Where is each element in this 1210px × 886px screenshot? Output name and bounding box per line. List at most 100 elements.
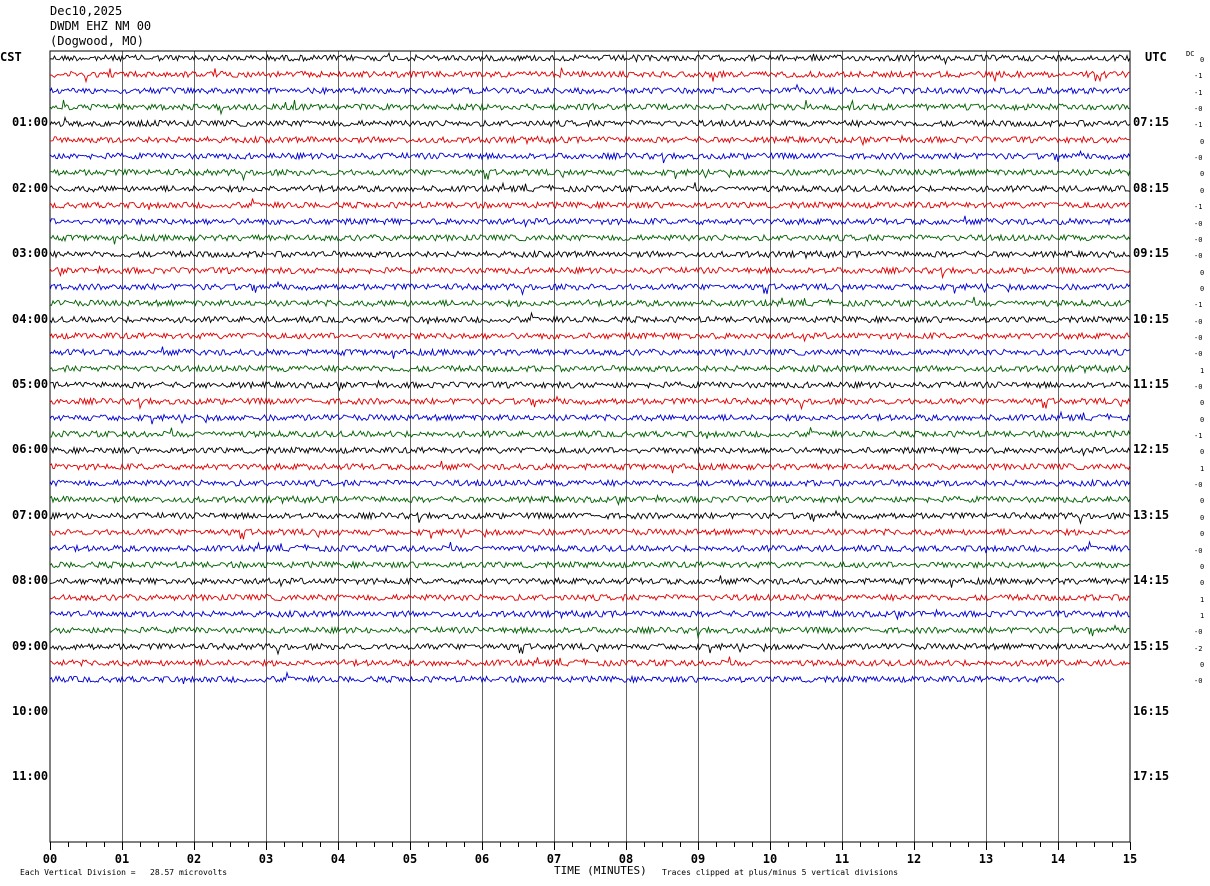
- dc-offset-value: -0: [1194, 546, 1203, 555]
- seismic-trace: [49, 280, 1131, 296]
- x-tick-label: 04: [331, 852, 345, 866]
- plot-date: Dec10,2025: [50, 4, 123, 18]
- seismic-trace: [49, 379, 1131, 392]
- seismic-trace: [49, 115, 1131, 128]
- dc-offset-value: -1: [1194, 432, 1203, 441]
- dc-offset-value: -0: [1194, 383, 1203, 391]
- dc-offset-value: 0: [1200, 415, 1205, 424]
- right-time-label: 16:15: [1133, 704, 1170, 718]
- dc-offset-value: 0: [1200, 497, 1205, 506]
- seismic-trace: [49, 593, 1131, 603]
- dc-offset-value: -2: [1194, 644, 1203, 653]
- seismic-trace: [49, 478, 1131, 488]
- dc-offset-value: -1: [1194, 88, 1203, 97]
- left-time-label: 09:00: [12, 638, 49, 653]
- dc-offset-value: -1: [1194, 301, 1203, 310]
- dc-offset-value: 0: [1200, 530, 1205, 539]
- seismic-trace: [49, 249, 1131, 260]
- seismic-trace: [49, 149, 1131, 164]
- seismic-trace: [49, 527, 1131, 540]
- plot-frame: [49, 50, 1131, 843]
- dc-offset-value: -0: [1194, 481, 1203, 490]
- dc-offset-value: -0: [1194, 105, 1203, 114]
- seismic-trace: [49, 51, 1131, 66]
- dc-offset-value: -0: [1194, 350, 1203, 359]
- left-time-label: 04:00: [12, 311, 49, 326]
- left-time-label: 08:00: [12, 573, 49, 588]
- dc-offset-value: 0: [1200, 399, 1205, 408]
- left-timezone-label: CST: [0, 50, 22, 64]
- vertical-division-note: Each Vertical Division = 28.57 microvolt…: [20, 868, 228, 877]
- right-time-label: 12:15: [1133, 442, 1170, 457]
- seismic-trace: [49, 83, 1131, 96]
- seismic-trace: [49, 98, 1131, 116]
- right-time-label: 15:15: [1133, 638, 1170, 653]
- dc-offset-value: -0: [1194, 154, 1203, 163]
- x-tick-label: 03: [259, 852, 273, 866]
- x-tick-label: 12: [907, 852, 921, 866]
- seismic-trace: [49, 311, 1131, 325]
- seismic-trace: [49, 346, 1131, 359]
- dc-offset-value: -1: [1194, 121, 1203, 130]
- x-tick-label: 14: [1051, 852, 1065, 866]
- right-time-label: 17:15: [1133, 769, 1170, 784]
- right-time-label: 07:15: [1133, 115, 1170, 130]
- left-time-label: 05:00: [12, 377, 49, 391]
- left-time-label: 02:00: [12, 180, 49, 195]
- seismic-trace: [49, 509, 1131, 525]
- x-tick-label: 00: [43, 852, 57, 866]
- seismic-trace: [49, 181, 1131, 194]
- dc-offset-value: 0: [1200, 268, 1205, 277]
- dc-offset-value: 0: [1200, 186, 1205, 195]
- x-tick-label: 01: [115, 852, 129, 866]
- dc-offset-value: -0: [1194, 677, 1203, 686]
- seismic-trace: [49, 198, 1131, 210]
- seismic-trace: [49, 608, 1130, 621]
- left-time-label: 03:00: [12, 246, 49, 261]
- seismic-trace: [49, 460, 1131, 474]
- dc-offset-value: -1: [1194, 203, 1203, 212]
- seismic-trace: [49, 445, 1131, 457]
- right-time-label: 09:15: [1133, 246, 1170, 261]
- dc-offset-value: 1: [1200, 611, 1205, 620]
- seismic-trace: [49, 560, 1131, 570]
- dc-offset-value: 0: [1200, 513, 1205, 522]
- x-tick-label: 06: [475, 852, 489, 866]
- station-code: DWDM EHZ NM 00: [50, 19, 152, 33]
- seismic-trace: [49, 624, 1131, 639]
- seismic-trace: [49, 67, 1131, 84]
- seismic-trace: [49, 264, 1131, 280]
- x-tick-label: 15: [1123, 852, 1137, 866]
- dc-offset-value: -1: [1194, 72, 1203, 81]
- x-tick-label: 05: [403, 852, 417, 866]
- dc-offset-value: 0: [1200, 170, 1205, 179]
- dc-offset-value: -0: [1194, 333, 1203, 342]
- seismic-trace: [49, 168, 1131, 182]
- x-tick-label: 02: [187, 852, 201, 866]
- seismic-trace: [49, 296, 1131, 308]
- dc-offset-value: 0: [1200, 660, 1205, 669]
- dc-offset-value: 1: [1200, 366, 1205, 375]
- right-time-label: 10:15: [1133, 311, 1170, 326]
- dc-offset-value: -0: [1194, 628, 1203, 637]
- left-time-label: 11:00: [12, 769, 49, 784]
- seismic-trace: [50, 134, 1131, 147]
- left-time-label: 10:00: [12, 704, 49, 718]
- x-tick-label: 13: [979, 852, 993, 866]
- left-time-label: 01:00: [12, 115, 49, 130]
- dc-offset-value: 0: [1200, 579, 1205, 588]
- seismic-trace: [49, 364, 1131, 375]
- seismic-trace: [49, 427, 1131, 439]
- seismic-trace: [49, 540, 1131, 554]
- seismic-trace: [49, 575, 1131, 588]
- seismic-trace: [49, 670, 1065, 685]
- seismic-trace: [49, 331, 1131, 343]
- dc-offset-value: 1: [1200, 464, 1205, 473]
- seismic-trace: [49, 493, 1131, 507]
- seismic-trace: [49, 410, 1131, 425]
- seismic-trace: [49, 395, 1131, 411]
- seismic-trace: [49, 642, 1131, 656]
- x-tick-label: 11: [835, 852, 849, 866]
- seismic-trace: [49, 215, 1131, 228]
